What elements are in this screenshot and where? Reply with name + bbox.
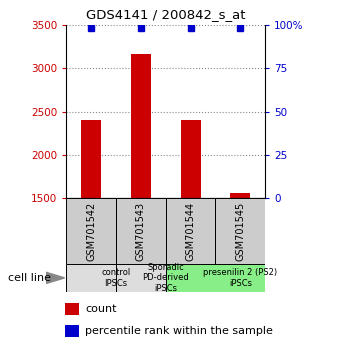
Text: control
IPSCs: control IPSCs xyxy=(101,268,131,287)
Bar xyxy=(81,120,101,198)
FancyBboxPatch shape xyxy=(116,264,166,292)
Title: GDS4141 / 200842_s_at: GDS4141 / 200842_s_at xyxy=(86,8,245,21)
Text: GSM701543: GSM701543 xyxy=(136,201,146,261)
Bar xyxy=(131,54,151,198)
Text: count: count xyxy=(85,304,117,314)
FancyBboxPatch shape xyxy=(66,264,116,292)
Text: presenilin 2 (PS2)
iPSCs: presenilin 2 (PS2) iPSCs xyxy=(203,268,277,287)
Text: Sporadic
PD-derived
iPSCs: Sporadic PD-derived iPSCs xyxy=(142,263,189,293)
Bar xyxy=(231,193,250,198)
Text: cell line: cell line xyxy=(8,273,51,283)
FancyBboxPatch shape xyxy=(116,198,166,264)
FancyBboxPatch shape xyxy=(166,264,265,292)
Polygon shape xyxy=(46,272,65,284)
Bar xyxy=(181,120,201,198)
Text: percentile rank within the sample: percentile rank within the sample xyxy=(85,326,273,336)
Bar xyxy=(65,303,79,315)
Bar xyxy=(65,325,79,337)
Text: GSM701542: GSM701542 xyxy=(86,201,96,261)
Text: GSM701544: GSM701544 xyxy=(186,201,196,261)
Text: GSM701545: GSM701545 xyxy=(235,201,245,261)
FancyBboxPatch shape xyxy=(216,198,265,264)
FancyBboxPatch shape xyxy=(166,198,216,264)
FancyBboxPatch shape xyxy=(66,198,116,264)
